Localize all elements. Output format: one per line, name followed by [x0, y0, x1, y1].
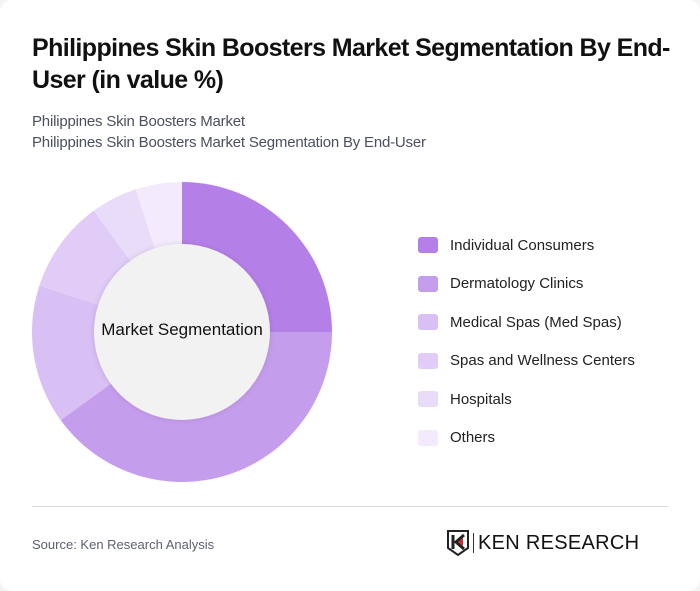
legend-swatch	[418, 275, 438, 292]
legend-item-individual-consumers[interactable]: Individual Consumers	[418, 226, 635, 265]
legend-swatch	[418, 352, 438, 369]
chart-subtitle-segmentation: Philippines Skin Boosters Market Segment…	[32, 134, 426, 151]
footer-divider	[32, 506, 668, 507]
chart-title: Philippines Skin Boosters Market Segment…	[32, 34, 670, 94]
legend-item-others[interactable]: Others	[418, 419, 635, 458]
legend-label: Dermatology Clinics	[450, 275, 584, 293]
ken-research-shield-icon	[447, 530, 469, 556]
legend-item-dermatology-clinics[interactable]: Dermatology Clinics	[418, 265, 635, 304]
chart-subtitle-market: Philippines Skin Boosters Market	[32, 113, 245, 130]
legend-item-medical-spas[interactable]: Medical Spas (Med Spas)	[418, 303, 635, 342]
legend-label: Hospitals	[450, 390, 512, 408]
legend-swatch	[418, 429, 438, 446]
legend-swatch	[418, 237, 438, 254]
legend-item-spas-wellness-centers[interactable]: Spas and Wellness Centers	[418, 342, 635, 381]
logo-separator	[473, 533, 474, 553]
legend-swatch	[418, 391, 438, 408]
legend-label: Individual Consumers	[450, 236, 595, 254]
source-note: Source: Ken Research Analysis	[32, 537, 215, 552]
ken-research-logo: KEN RESEARCH	[447, 530, 639, 556]
chart-legend: Individual Consumers Dermatology Clinics…	[418, 226, 635, 457]
donut-hole	[94, 244, 270, 420]
legend-swatch	[418, 314, 438, 331]
legend-item-hospitals[interactable]: Hospitals	[418, 380, 635, 419]
legend-label: Spas and Wellness Centers	[450, 352, 635, 370]
donut-chart	[31, 182, 332, 482]
logo-text: KEN RESEARCH	[478, 531, 640, 554]
legend-label: Medical Spas (Med Spas)	[450, 313, 622, 331]
legend-label: Others	[450, 429, 496, 447]
donut-center-label: Market Segmentation	[101, 320, 263, 339]
